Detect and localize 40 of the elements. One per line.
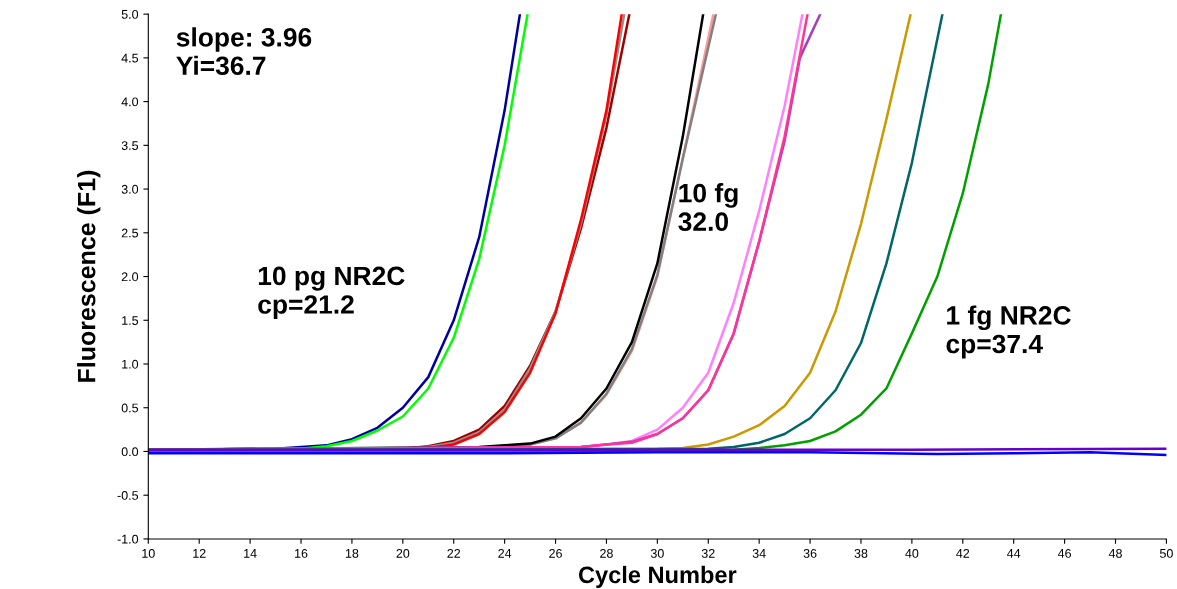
- annotation: 10 fg 32.0: [678, 183, 738, 232]
- y-tick-label: 2.0: [121, 272, 139, 282]
- x-tick-label: 14: [244, 549, 257, 558]
- y-tick-label: 5.0: [121, 9, 139, 19]
- annotation: slope: 3.96 Yi=36.7: [176, 27, 312, 76]
- x-tick-label: 22: [447, 548, 461, 558]
- y-tick-label: 2.5: [121, 228, 139, 238]
- x-tick-label: 40: [905, 548, 919, 558]
- x-tick-label: 50: [1159, 548, 1173, 558]
- x-tick-label: 48: [1108, 548, 1122, 558]
- x-tick-label: 42: [956, 548, 970, 558]
- x-tick-label: 34: [752, 548, 766, 558]
- y-tick-label: 0.0: [121, 447, 139, 457]
- y-tick-label: 0.5: [121, 403, 139, 413]
- annotation: 10 pg NR2C cp=21.2: [258, 266, 405, 320]
- x-axis-title: Cycle Number: [578, 565, 737, 588]
- x-tick-label: 12: [193, 548, 206, 558]
- y-tick-label: 3.5: [121, 141, 139, 150]
- y-tick-label: 4.0: [121, 97, 139, 107]
- y-tick-label: -1.0: [117, 534, 139, 544]
- x-tick-label: 16: [295, 548, 308, 558]
- x-tick-label: 32: [701, 548, 715, 558]
- x-tick-label: 30: [650, 548, 664, 558]
- y-tick-label: 4.5: [121, 53, 139, 63]
- x-tick-label: 26: [549, 548, 562, 558]
- y-tick-label: -0.5: [117, 491, 139, 500]
- y-tick-label: 1.5: [122, 316, 139, 325]
- y-tick-label: 3.0: [121, 184, 139, 194]
- y-tick-label: 1.0: [122, 359, 139, 369]
- x-tick-label: 24: [498, 548, 512, 558]
- x-tick-label: 38: [854, 548, 868, 558]
- x-tick-label: 20: [396, 548, 410, 558]
- x-tick-label: 28: [600, 548, 613, 558]
- x-tick-label: 44: [1007, 549, 1021, 558]
- x-tick-label: 46: [1057, 548, 1071, 558]
- annotation: 1 fg NR2C cp=37.4: [946, 305, 1071, 359]
- y-axis-title: Fluorescence (F1): [77, 170, 101, 382]
- x-tick-label: 10: [142, 548, 155, 558]
- x-tick-label: 36: [803, 548, 817, 558]
- x-tick-label: 18: [345, 548, 359, 558]
